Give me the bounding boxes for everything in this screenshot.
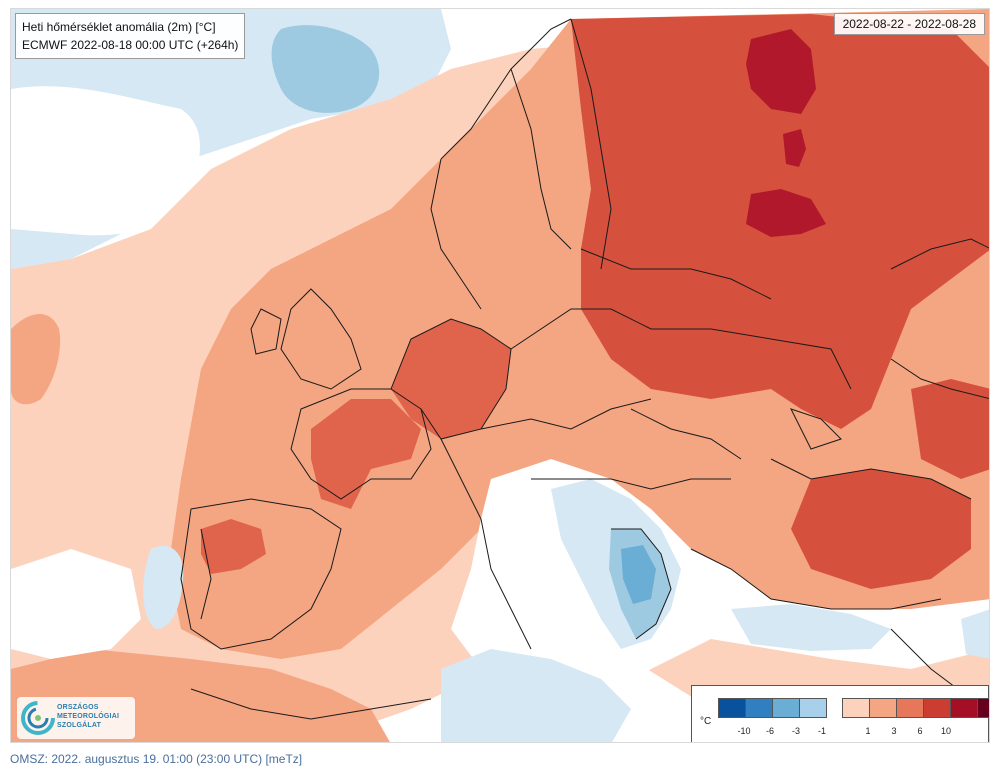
- cold-anomaly-tyrrhenian: [441, 649, 631, 742]
- cold-anomaly-iberia-west: [143, 545, 184, 629]
- legend-tick-warm-2: 6: [917, 726, 923, 736]
- legend-swatch-warm-5: [977, 699, 989, 717]
- cold-anomaly-aegean: [731, 604, 891, 651]
- warm-anomaly-black-sea: [791, 469, 971, 589]
- legend-swatch-warm-4: [950, 699, 977, 717]
- omsz-logo: ORSZÁGOS METEOROLÓGIAI SZOLGÁLAT: [17, 697, 135, 739]
- legend-swatch-cold-1: [745, 699, 772, 717]
- warm-anomaly-peak-middle: [746, 189, 826, 237]
- warm-anomaly-france: [311, 399, 421, 509]
- anomaly-map: Heti hőmérséklet anomália (2m) [°C] ECMW…: [10, 8, 990, 743]
- cold-anomaly-greece-core: [621, 545, 656, 604]
- warm-anomaly-west-atlantic: [11, 314, 61, 405]
- warm-anomaly-peak-north: [746, 29, 816, 114]
- cold-anomaly-east-med: [961, 609, 989, 659]
- legend-swatch-warm-0: [843, 699, 869, 717]
- warm-anomaly-spain-west: [201, 519, 266, 574]
- color-legend: °C -10 -6 -3 -1 1 3 6 10: [691, 685, 989, 742]
- legend-cold-scale: [718, 698, 827, 718]
- legend-swatch-warm-1: [869, 699, 896, 717]
- legend-tick-cold-3: -1: [817, 726, 827, 736]
- legend-tick-warm-0: 1: [865, 726, 871, 736]
- anomaly-map-canvas: [11, 9, 989, 742]
- legend-swatch-warm-2: [896, 699, 923, 717]
- legend-tick-cold-2: -3: [791, 726, 801, 736]
- footer-credit: OMSZ: 2022. augusztus 19. 01:00 (23:00 U…: [10, 752, 303, 766]
- legend-tick-warm-3: 10: [940, 726, 952, 736]
- logo-line-2: METEOROLÓGIAI: [57, 713, 120, 720]
- cold-anomaly-iceland: [271, 25, 380, 113]
- legend-tick-cold-1: -6: [765, 726, 775, 736]
- period-label: 2022-08-22 - 2022-08-28: [833, 13, 985, 35]
- legend-tick-warm-1: 3: [891, 726, 897, 736]
- legend-swatch-cold-0: [719, 699, 745, 717]
- legend-tick-cold-0: -10: [737, 726, 751, 736]
- logo-line-3: SZOLGÁLAT: [57, 722, 102, 729]
- legend-swatch-warm-3: [923, 699, 950, 717]
- neutral-anomaly-atlantic-south: [11, 549, 141, 659]
- warm-anomaly-peak-small: [783, 129, 806, 167]
- map-info-box: Heti hőmérséklet anomália (2m) [°C] ECMW…: [15, 13, 246, 59]
- swirl-logo-icon: [21, 701, 55, 735]
- legend-warm-scale: [842, 698, 989, 718]
- legend-swatch-cold-3: [799, 699, 826, 717]
- cold-anomaly-north-atlantic: [11, 86, 200, 236]
- warm-anomaly-east-edge: [911, 379, 989, 479]
- legend-unit: °C: [700, 716, 712, 727]
- logo-text: ORSZÁGOS METEOROLÓGIAI SZOLGÁLAT: [57, 703, 119, 730]
- model-run: ECMWF 2022-08-18 00:00 UTC (+264h): [22, 38, 239, 52]
- legend-swatch-cold-2: [772, 699, 799, 717]
- map-title: Heti hőmérséklet anomália (2m) [°C]: [22, 20, 216, 34]
- logo-line-1: ORSZÁGOS: [57, 704, 99, 711]
